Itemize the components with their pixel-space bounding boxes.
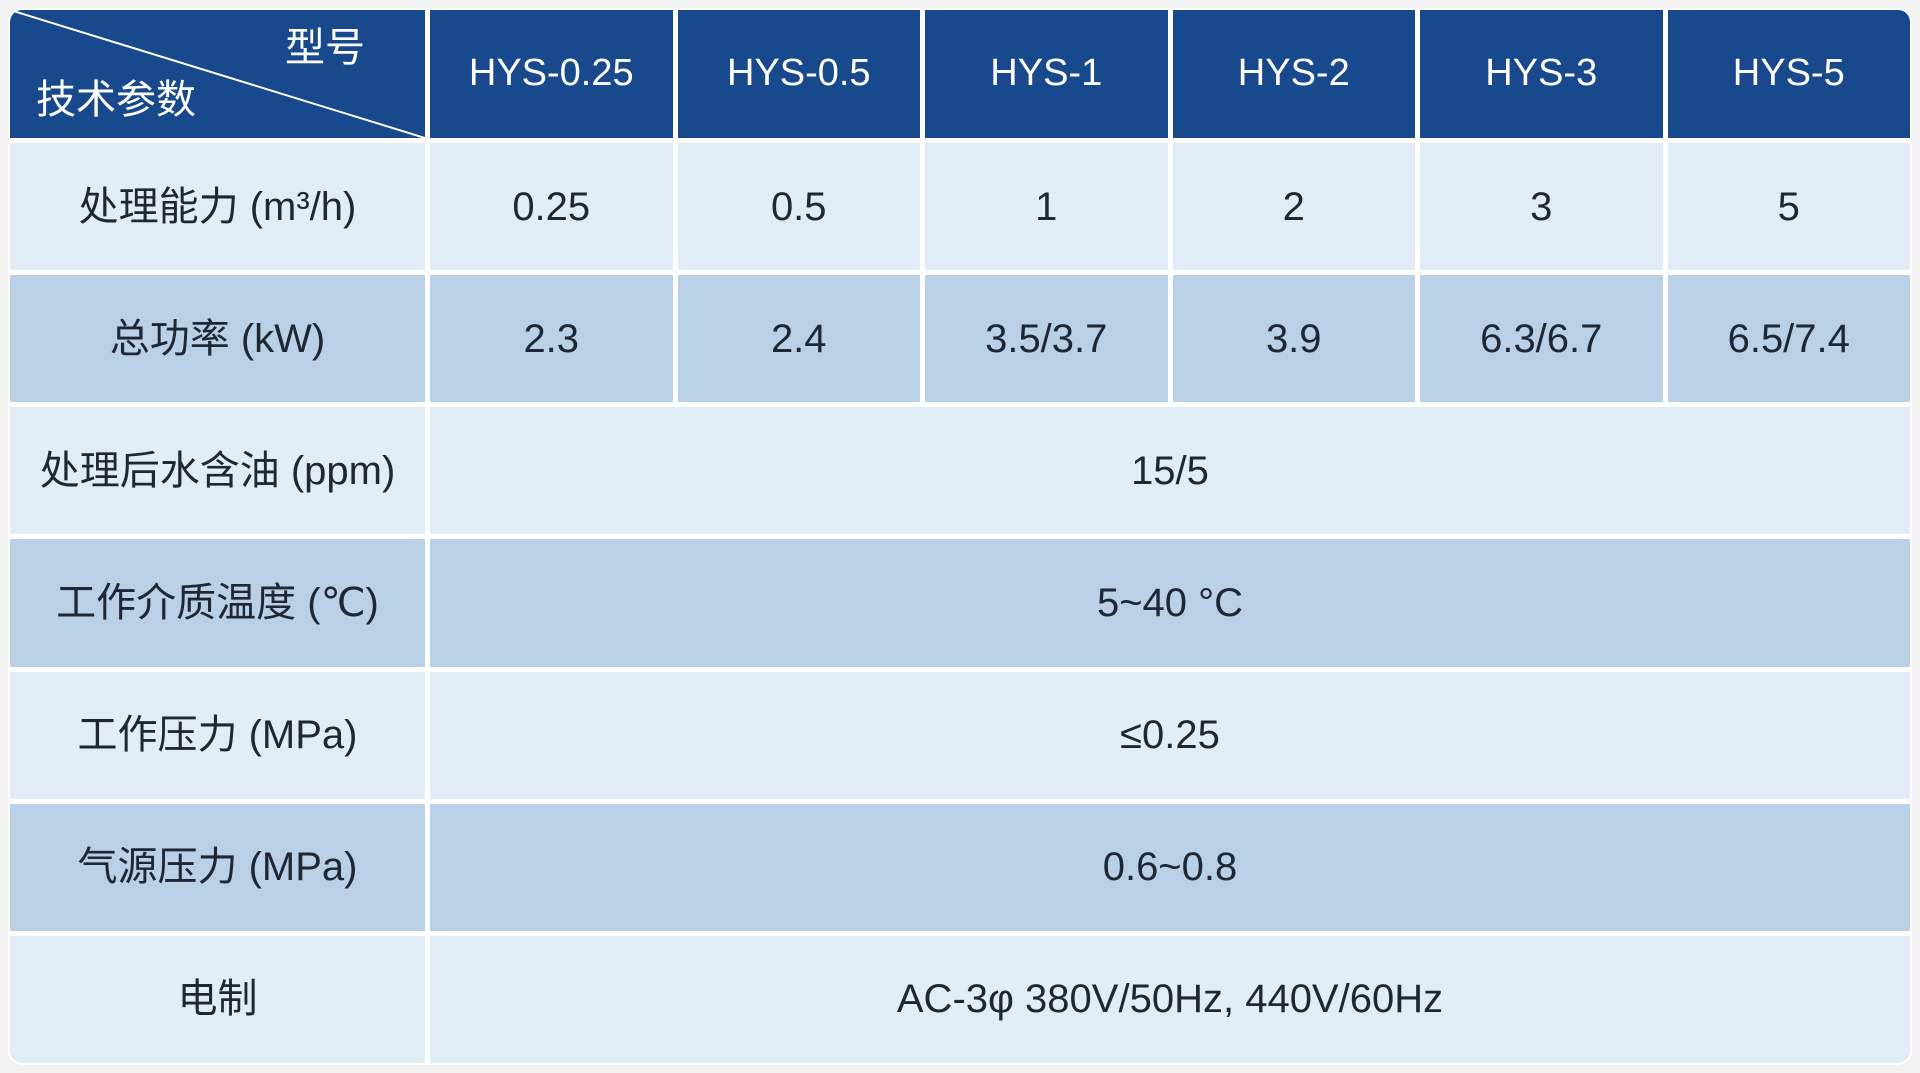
column-header: HYS-5: [1667, 10, 1910, 138]
row-label: 气源压力 (MPa): [10, 803, 425, 931]
row-label: 工作压力 (MPa): [10, 671, 425, 799]
spec-table: 型号 技术参数 HYS-0.25 HYS-0.5 HYS-1 HYS-2 HYS…: [8, 8, 1912, 1065]
row-label: 总功率 (kW): [10, 275, 425, 403]
merged-value-cell: 0.6~0.8: [430, 803, 1910, 931]
diagonal-divider-icon: [10, 10, 425, 138]
table-cell: 3: [1420, 143, 1663, 271]
table-cell: 2.4: [677, 275, 920, 403]
merged-value-cell: ≤0.25: [430, 671, 1910, 799]
column-header: HYS-1: [925, 10, 1168, 138]
column-header: HYS-0.5: [677, 10, 920, 138]
row-label: 处理后水含油 (ppm): [10, 407, 425, 535]
table-cell: 6.5/7.4: [1667, 275, 1910, 403]
table-cell: 2.3: [430, 275, 673, 403]
row-label: 电制: [10, 935, 425, 1063]
table-cell: 5: [1667, 143, 1910, 271]
column-header: HYS-3: [1420, 10, 1663, 138]
table-cell: 2: [1172, 143, 1415, 271]
table-cell: 0.25: [430, 143, 673, 271]
row-label: 处理能力 (m³/h): [10, 143, 425, 271]
header-corner-cell: 型号 技术参数: [10, 10, 425, 138]
row-label: 工作介质温度 (℃): [10, 539, 425, 667]
table-cell: 6.3/6.7: [1420, 275, 1663, 403]
table-cell: 1: [925, 143, 1168, 271]
table-cell: 3.5/3.7: [925, 275, 1168, 403]
table-cell: 3.9: [1172, 275, 1415, 403]
merged-value-cell: 15/5: [430, 407, 1910, 535]
table-cell: 0.5: [677, 143, 920, 271]
merged-value-cell: 5~40 °C: [430, 539, 1910, 667]
corner-label-model: 型号: [285, 26, 365, 70]
corner-label-params: 技术参数: [36, 78, 196, 122]
merged-value-cell: AC-3φ 380V/50Hz, 440V/60Hz: [430, 935, 1910, 1063]
column-header: HYS-0.25: [430, 10, 673, 138]
column-header: HYS-2: [1172, 10, 1415, 138]
